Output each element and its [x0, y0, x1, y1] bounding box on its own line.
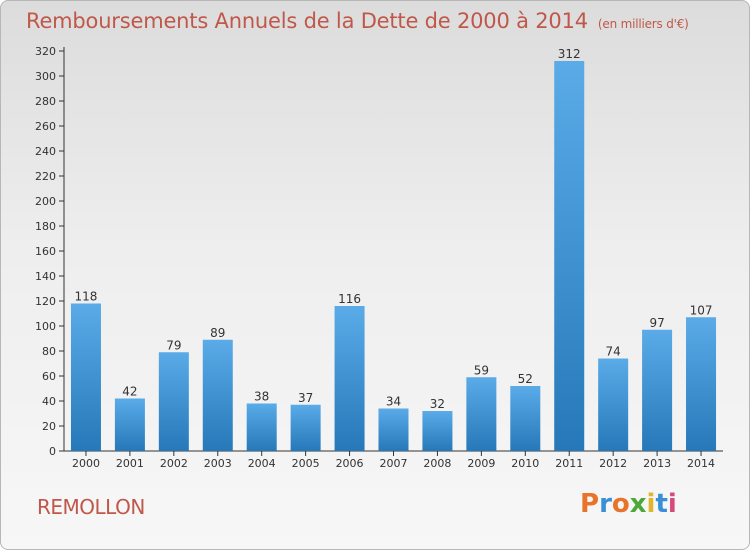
bar	[378, 408, 409, 451]
data-label: 89	[210, 326, 225, 340]
logo-letter: x	[629, 489, 647, 519]
bar	[642, 329, 673, 451]
x-tick-label: 2013	[643, 457, 671, 470]
x-tick-label: 2006	[336, 457, 364, 470]
logo-letter: i	[667, 489, 677, 519]
data-label: 97	[649, 316, 664, 330]
y-tick-label: 220	[35, 170, 56, 183]
x-tick-label: 2005	[292, 457, 320, 470]
chart-subtitle: (en milliers d'€)	[597, 17, 689, 31]
data-label: 32	[430, 397, 445, 411]
logo-letter: P	[580, 489, 600, 519]
proxiti-logo[interactable]: Proxiti	[580, 489, 677, 519]
bar	[246, 403, 277, 451]
logo-letter: t	[655, 489, 668, 519]
x-tick-label: 2012	[599, 457, 627, 470]
chart-title: Remboursements Annuels de la Dette de 20…	[26, 9, 689, 33]
data-label: 52	[518, 372, 533, 386]
y-tick-label: 280	[35, 95, 56, 108]
data-label: 42	[122, 385, 137, 399]
y-tick-label: 240	[35, 145, 56, 158]
y-tick-label: 20	[42, 420, 56, 433]
bar	[422, 411, 453, 451]
x-tick-label: 2010	[511, 457, 539, 470]
bar	[466, 377, 497, 451]
y-tick-label: 140	[35, 270, 56, 283]
x-tick-label: 2004	[248, 457, 276, 470]
y-tick-label: 120	[35, 295, 56, 308]
logo-letter: i	[646, 489, 656, 519]
bar	[114, 398, 145, 451]
town-name: REMOLLON	[37, 495, 145, 519]
data-label: 79	[166, 338, 181, 352]
y-tick-label: 320	[35, 45, 56, 58]
bar	[158, 352, 189, 451]
y-tick-label: 0	[49, 445, 56, 458]
x-tick-label: 2007	[380, 457, 408, 470]
x-tick-label: 2002	[160, 457, 188, 470]
y-tick-label: 180	[35, 220, 56, 233]
x-tick-label: 2000	[72, 457, 100, 470]
chart-bars: 118 42 79 89 38 37 116 34 32 59 52 312 74 97 107	[70, 47, 717, 451]
data-label: 312	[558, 47, 581, 61]
y-tick-label: 260	[35, 120, 56, 133]
data-label: 34	[386, 395, 401, 409]
data-label: 59	[474, 363, 489, 377]
x-tick-label: 2009	[467, 457, 495, 470]
y-tick-label: 300	[35, 70, 56, 83]
bar	[70, 303, 101, 451]
logo-letter: o	[611, 489, 630, 519]
bar	[202, 339, 233, 451]
x-tick-label: 2014	[687, 457, 715, 470]
y-tick-label: 200	[35, 195, 56, 208]
bar	[334, 306, 365, 451]
data-label: 116	[338, 292, 361, 306]
y-tick-label: 100	[35, 320, 56, 333]
data-label: 38	[254, 390, 269, 404]
bar	[598, 358, 629, 451]
bar	[686, 317, 717, 451]
logo-letter: r	[599, 489, 612, 519]
x-tick-label: 2011	[555, 457, 583, 470]
data-label: 74	[606, 345, 621, 359]
data-label: 118	[75, 290, 98, 304]
bar	[554, 61, 585, 451]
x-tick-label: 2003	[204, 457, 232, 470]
bar	[510, 386, 541, 451]
y-tick-label: 160	[35, 245, 56, 258]
x-tick-label: 2008	[423, 457, 451, 470]
data-label: 37	[298, 391, 313, 405]
y-tick-label: 60	[42, 370, 56, 383]
chart-title-text: Remboursements Annuels de la Dette de 20…	[26, 9, 588, 33]
chart-axes: 0 20 40 60 80 100 120 140 160 180 200 220 240 260 280 3…	[35, 45, 723, 470]
y-tick-label: 40	[42, 395, 56, 408]
y-tick-label: 80	[42, 345, 56, 358]
x-tick-label: 2001	[116, 457, 144, 470]
data-label: 107	[690, 303, 713, 317]
bar	[290, 404, 321, 451]
